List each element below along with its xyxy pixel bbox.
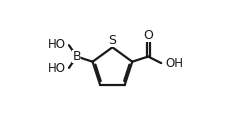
Text: HO: HO [48, 38, 66, 51]
Text: B: B [72, 50, 81, 63]
Text: OH: OH [165, 57, 183, 70]
Text: HO: HO [48, 62, 66, 75]
Text: O: O [143, 29, 152, 42]
Text: S: S [108, 34, 116, 47]
